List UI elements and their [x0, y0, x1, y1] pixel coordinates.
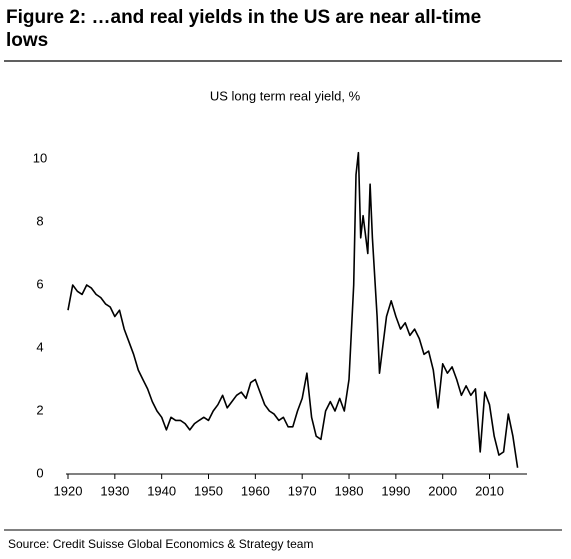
x-tick-label: 1970 [288, 483, 317, 498]
y-tick-label: 6 [36, 276, 43, 291]
x-tick-label: 1990 [381, 483, 410, 498]
chart-title: Figure 2: …and real yields in the US are… [6, 7, 482, 51]
x-tick-label: 1960 [241, 483, 270, 498]
source: Source: Credit Suisse Global Economics &… [8, 537, 313, 551]
x-tick-label: 1950 [194, 483, 223, 498]
y-tick-label: 2 [36, 402, 43, 417]
y-tick-label: 10 [33, 150, 47, 165]
x-tick-label: 1940 [147, 483, 176, 498]
x-tick-label: 2010 [475, 483, 504, 498]
x-tick-label: 1980 [335, 483, 364, 498]
y-tick-label: 8 [36, 213, 43, 228]
chart-subtitle: US long term real yield, % [210, 88, 361, 103]
y-tick-label: 4 [36, 339, 43, 354]
y-tick-label: 0 [36, 465, 43, 480]
x-tick-label: 2000 [428, 483, 457, 498]
x-tick-label: 1920 [54, 483, 83, 498]
x-tick-label: 1930 [100, 483, 129, 498]
series-line [67, 151, 519, 468]
